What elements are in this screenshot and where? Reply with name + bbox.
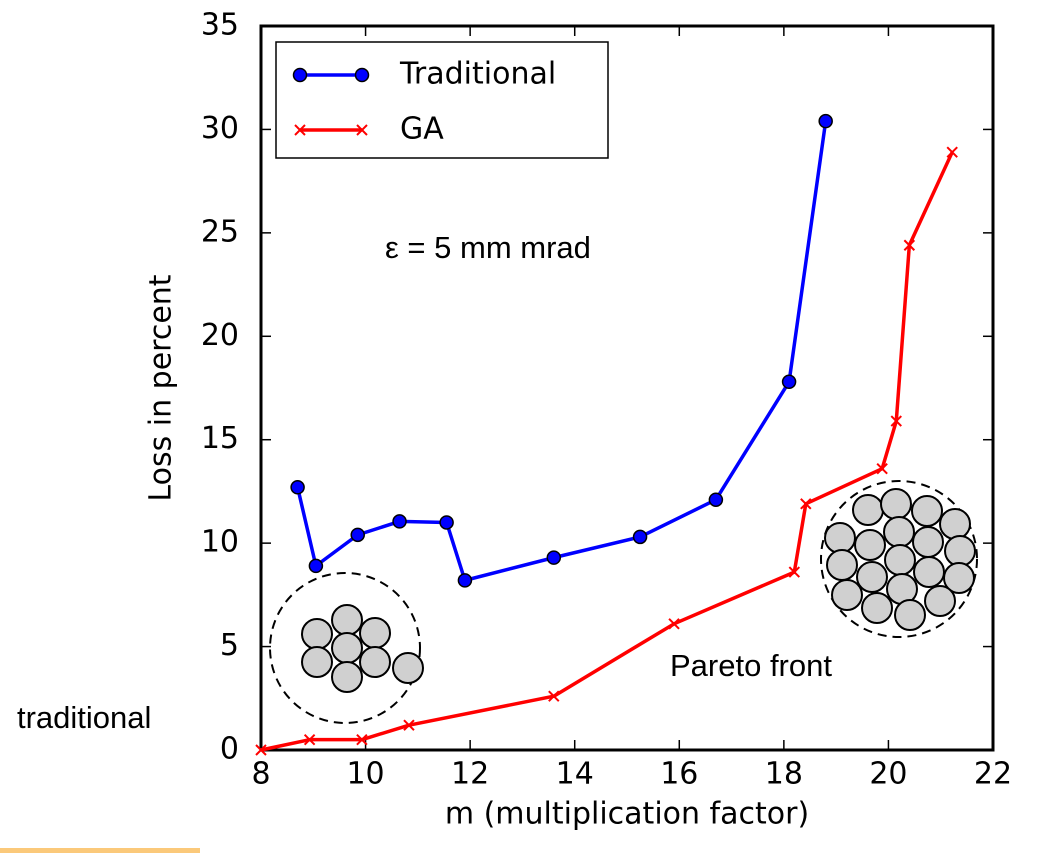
point bbox=[356, 69, 369, 82]
y-tick-label: 30 bbox=[201, 111, 239, 146]
annotation: ε = 5 mm mrad bbox=[385, 230, 591, 265]
y-tick-label: 10 bbox=[201, 525, 239, 560]
x-tick-label: 18 bbox=[765, 757, 803, 792]
y-tick-label: 20 bbox=[201, 318, 239, 353]
x-tick-label: 10 bbox=[346, 757, 384, 792]
packing-large bbox=[821, 481, 977, 637]
y-tick-label: 15 bbox=[201, 421, 239, 456]
x-axis-label: m (multiplication factor) bbox=[445, 797, 809, 832]
point bbox=[440, 516, 453, 529]
y-tick-label: 25 bbox=[201, 214, 239, 249]
point bbox=[393, 515, 406, 528]
point bbox=[783, 375, 796, 388]
x-tick-label: 14 bbox=[556, 757, 594, 792]
x-tick-label: 8 bbox=[251, 757, 270, 792]
y-tick-label: 35 bbox=[201, 8, 239, 43]
annotation: Pareto front bbox=[670, 648, 832, 683]
point bbox=[351, 528, 364, 541]
point bbox=[458, 574, 471, 587]
series-line bbox=[298, 121, 826, 580]
x-tick-label: 16 bbox=[660, 757, 698, 792]
point bbox=[294, 69, 307, 82]
point bbox=[291, 481, 304, 494]
x-tick-label: 20 bbox=[869, 757, 907, 792]
point bbox=[634, 530, 647, 543]
y-axis-label: Loss in percent bbox=[144, 274, 179, 501]
legend-label: Traditional bbox=[399, 57, 556, 92]
y-tick-label: 0 bbox=[220, 732, 239, 767]
point bbox=[309, 559, 322, 572]
point bbox=[709, 493, 722, 506]
y-tick-label: 5 bbox=[220, 628, 239, 663]
legend-label: GA bbox=[400, 112, 444, 147]
x-tick-label: 22 bbox=[974, 757, 1012, 792]
x-tick-label: 12 bbox=[451, 757, 489, 792]
annotation: traditional bbox=[17, 700, 151, 735]
decor-bar bbox=[0, 848, 200, 853]
point bbox=[819, 115, 832, 128]
point bbox=[547, 551, 560, 564]
packing-small bbox=[270, 573, 423, 723]
chart: m (multiplication factor) Loss in percen… bbox=[0, 0, 1041, 853]
